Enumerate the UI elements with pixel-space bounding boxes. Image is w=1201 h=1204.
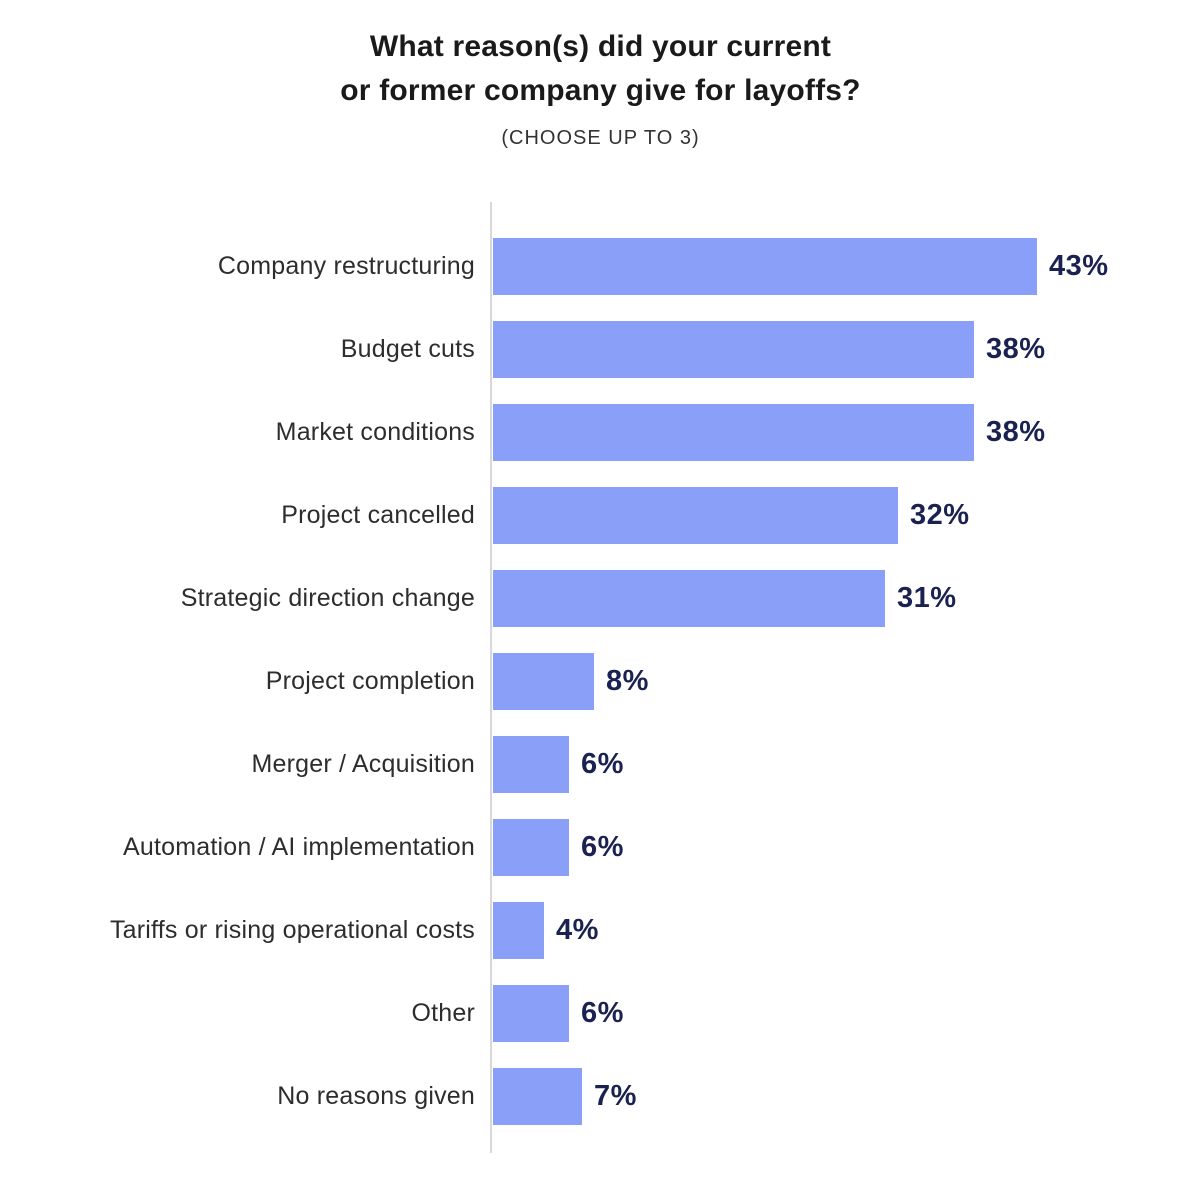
value-label: 6% — [581, 748, 624, 780]
chart-row: Tariffs or rising operational costs 4% — [0, 889, 1201, 972]
bar — [493, 238, 1037, 295]
chart-row: Merger / Acquisition 6% — [0, 723, 1201, 806]
category-label: Strategic direction change — [180, 584, 475, 612]
bar — [493, 570, 885, 627]
category-label: Budget cuts — [340, 335, 475, 363]
value-label: 38% — [986, 416, 1046, 448]
value-label: 31% — [897, 582, 957, 614]
category-label: Other — [411, 999, 475, 1027]
chart-title: What reason(s) did your current or forme… — [0, 25, 1201, 113]
category-label: No reasons given — [277, 1082, 475, 1110]
bar — [493, 819, 569, 876]
chart-row: Company restructuring 43% — [0, 225, 1201, 308]
chart-row: Automation / AI implementation 6% — [0, 806, 1201, 889]
bar-area: 38% — [490, 404, 1201, 461]
bar — [493, 985, 569, 1042]
bar-area: 8% — [490, 653, 1201, 710]
bar-area: 32% — [490, 487, 1201, 544]
category-label: Market conditions — [275, 418, 475, 446]
bar — [493, 902, 544, 959]
category-label: Project cancelled — [281, 501, 475, 529]
bar — [493, 653, 594, 710]
value-label: 43% — [1049, 250, 1109, 282]
value-label: 6% — [581, 997, 624, 1029]
bar — [493, 736, 569, 793]
bar-area: 38% — [490, 321, 1201, 378]
value-label: 7% — [594, 1080, 637, 1112]
bar-area: 43% — [490, 238, 1201, 295]
chart-row: Project cancelled 32% — [0, 474, 1201, 557]
bar-area: 31% — [490, 570, 1201, 627]
bar-area: 6% — [490, 985, 1201, 1042]
value-label: 32% — [910, 499, 970, 531]
value-label: 38% — [986, 333, 1046, 365]
value-label: 4% — [556, 914, 599, 946]
value-label: 8% — [606, 665, 649, 697]
category-label: Project completion — [265, 667, 475, 695]
category-label: Company restructuring — [217, 252, 475, 280]
bar-area: 4% — [490, 902, 1201, 959]
chart-rows: Company restructuring 43% Budget cuts 38… — [0, 225, 1201, 1138]
category-label: Automation / AI implementation — [122, 833, 475, 861]
bar — [493, 321, 974, 378]
chart-subtitle: (CHOOSE UP TO 3) — [501, 127, 700, 149]
bar-area: 6% — [490, 736, 1201, 793]
chart-row: Market conditions 38% — [0, 391, 1201, 474]
value-label: 6% — [581, 831, 624, 863]
y-axis-line — [490, 202, 492, 1153]
chart-row: Other 6% — [0, 972, 1201, 1055]
chart-title-line1: What reason(s) did your current — [369, 30, 832, 63]
chart-title-line2: or former company give for layoffs? — [340, 74, 861, 107]
category-label: Merger / Acquisition — [251, 750, 475, 778]
chart-row: No reasons given 7% — [0, 1055, 1201, 1138]
category-label: Tariffs or rising operational costs — [109, 916, 475, 944]
chart-header: What reason(s) did your current or forme… — [0, 0, 1201, 150]
bar — [493, 404, 974, 461]
bar-area: 7% — [490, 1068, 1201, 1125]
chart-row: Strategic direction change 31% — [0, 557, 1201, 640]
bar — [493, 1068, 582, 1125]
chart-row: Project completion 8% — [0, 640, 1201, 723]
bar-chart: Company restructuring 43% Budget cuts 38… — [0, 202, 1201, 1153]
bar — [493, 487, 898, 544]
bar-area: 6% — [490, 819, 1201, 876]
chart-row: Budget cuts 38% — [0, 308, 1201, 391]
